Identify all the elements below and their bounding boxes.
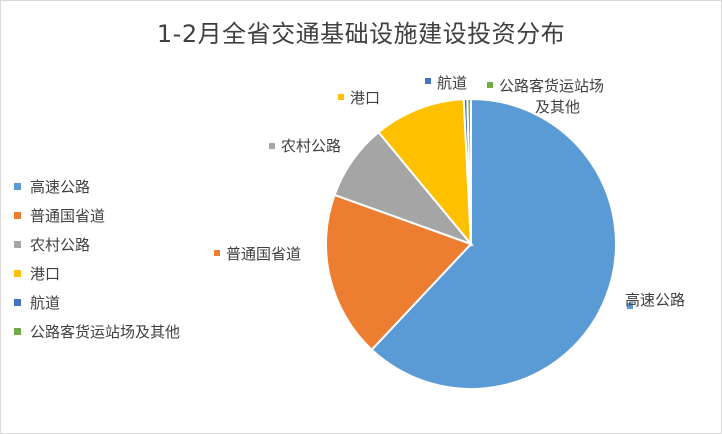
legend-swatch [14, 299, 21, 306]
legend-swatch [14, 270, 21, 277]
legend-label: 港口 [30, 265, 61, 283]
data-label-rural-road: 农村公路 [281, 137, 341, 155]
data-label-port: 港口 [350, 89, 380, 107]
legend-label: 航道 [30, 294, 61, 312]
legend-label: 高速公路 [30, 178, 91, 196]
legend-item-port: 港口 [14, 259, 180, 288]
pie-slice-stations-and-others [466, 97, 472, 245]
legend-label: 农村公路 [30, 236, 91, 254]
chart-title: 1-2月全省交通基础设施建设投资分布 [156, 20, 566, 48]
data-label-marker-expressway [627, 303, 633, 309]
data-label-marker-port [338, 94, 344, 100]
data-label-stations-and-others: 公路客货运站场 [499, 77, 604, 95]
chart-legend: 高速公路 普通国省道 农村公路 港口 航道 公路客货运站场及其他 [14, 172, 180, 346]
legend-swatch [14, 241, 21, 248]
legend-label: 普通国省道 [30, 207, 106, 225]
legend-swatch [14, 328, 21, 335]
legend-item-rural-road: 农村公路 [14, 230, 180, 259]
pie-slice-port [377, 98, 473, 247]
legend-swatch [14, 183, 21, 190]
data-label-national-provincial-road: 普通国省道 [226, 245, 301, 263]
legend-item-expressway: 高速公路 [14, 172, 180, 201]
data-label-marker-stations-and-others [487, 82, 493, 88]
pie-slice-national-provincial-road [325, 193, 473, 352]
data-label-expressway: 高速公路 [625, 291, 685, 309]
legend-label: 公路客货运站场及其他 [30, 323, 181, 341]
legend-item-waterway: 航道 [14, 288, 180, 317]
legend-item-national-provincial-road: 普通国省道 [14, 201, 180, 230]
data-label-marker-national-provincial-road [214, 250, 220, 256]
legend-item-stations-and-others: 公路客货运站场及其他 [14, 317, 180, 346]
data-label-marker-rural-road [269, 143, 275, 149]
data-label-waterway: 航道 [437, 74, 467, 92]
data-label-marker-waterway [425, 78, 431, 84]
pie-slice-expressway [370, 97, 618, 390]
legend-swatch [14, 212, 21, 219]
data-label-stations-and-others: 及其他 [535, 98, 580, 116]
